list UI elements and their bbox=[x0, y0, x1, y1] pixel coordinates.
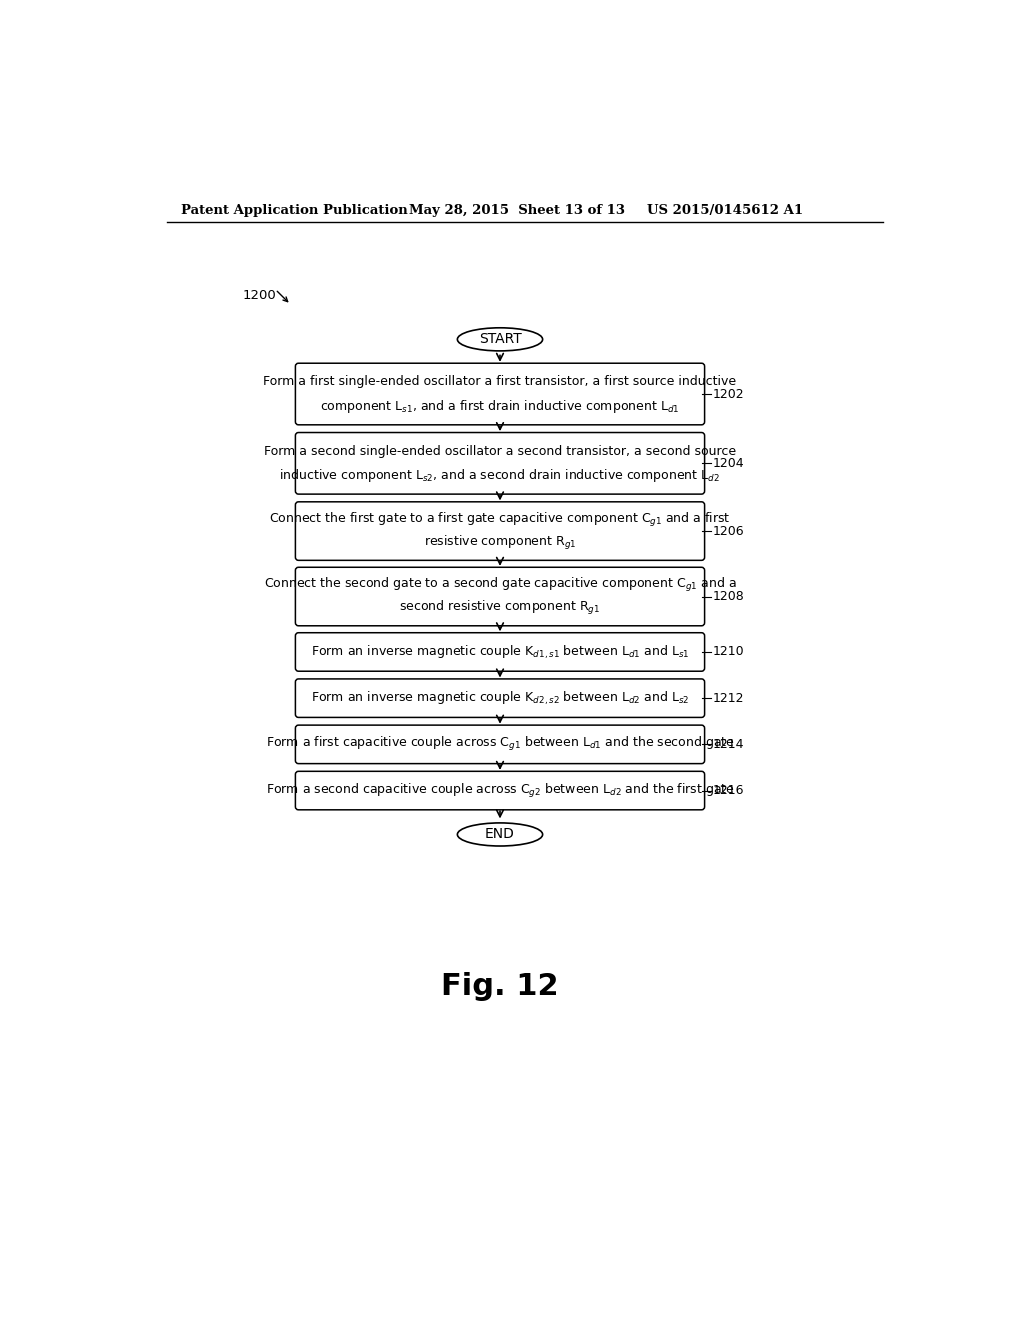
Text: component L$_{s1}$, and a first drain inductive component L$_{d1}$: component L$_{s1}$, and a first drain in… bbox=[321, 397, 680, 414]
Text: END: END bbox=[485, 828, 515, 841]
FancyBboxPatch shape bbox=[295, 568, 705, 626]
Text: resistive component R$_{g1}$: resistive component R$_{g1}$ bbox=[424, 533, 577, 552]
Text: 1200: 1200 bbox=[243, 289, 276, 302]
Text: Form an inverse magnetic couple K$_{d1,s1}$ between L$_{d1}$ and L$_{s1}$: Form an inverse magnetic couple K$_{d1,s… bbox=[311, 643, 689, 660]
Text: 1212: 1212 bbox=[713, 692, 743, 705]
Text: 1206: 1206 bbox=[713, 524, 744, 537]
Text: Fig. 12: Fig. 12 bbox=[441, 972, 559, 1001]
FancyBboxPatch shape bbox=[295, 632, 705, 671]
FancyBboxPatch shape bbox=[295, 678, 705, 718]
FancyBboxPatch shape bbox=[295, 433, 705, 494]
Text: Connect the second gate to a second gate capacitive component C$_{g1}$ and a: Connect the second gate to a second gate… bbox=[263, 576, 736, 594]
Text: START: START bbox=[478, 333, 521, 346]
Text: Form a second capacitive couple across C$_{g2}$ between L$_{d2}$ and the first g: Form a second capacitive couple across C… bbox=[265, 781, 734, 800]
Text: 1210: 1210 bbox=[713, 645, 744, 659]
FancyBboxPatch shape bbox=[295, 502, 705, 561]
FancyBboxPatch shape bbox=[295, 771, 705, 810]
Text: 1208: 1208 bbox=[713, 590, 744, 603]
Text: Connect the first gate to a first gate capacitive component C$_{g1}$ and a first: Connect the first gate to a first gate c… bbox=[269, 511, 731, 528]
Text: 1204: 1204 bbox=[713, 457, 744, 470]
Text: May 28, 2015  Sheet 13 of 13: May 28, 2015 Sheet 13 of 13 bbox=[409, 205, 625, 218]
Text: Form a second single-ended oscillator a second transistor, a second source: Form a second single-ended oscillator a … bbox=[264, 445, 736, 458]
Text: 1202: 1202 bbox=[713, 388, 744, 400]
FancyBboxPatch shape bbox=[295, 725, 705, 763]
FancyBboxPatch shape bbox=[295, 363, 705, 425]
Text: 1214: 1214 bbox=[713, 738, 743, 751]
Text: 1216: 1216 bbox=[713, 784, 743, 797]
Text: Form an inverse magnetic couple K$_{d2,s2}$ between L$_{d2}$ and L$_{s2}$: Form an inverse magnetic couple K$_{d2,s… bbox=[311, 689, 689, 706]
Text: second resistive component R$_{g1}$: second resistive component R$_{g1}$ bbox=[399, 599, 600, 616]
Text: Form a first capacitive couple across C$_{g1}$ between L$_{d1}$ and the second g: Form a first capacitive couple across C$… bbox=[265, 735, 734, 754]
Text: Form a first single-ended oscillator a first transistor, a first source inductiv: Form a first single-ended oscillator a f… bbox=[263, 375, 736, 388]
Text: inductive component L$_{s2}$, and a second drain inductive component L$_{d2}$: inductive component L$_{s2}$, and a seco… bbox=[280, 467, 721, 484]
Text: Patent Application Publication: Patent Application Publication bbox=[180, 205, 408, 218]
Ellipse shape bbox=[458, 327, 543, 351]
Ellipse shape bbox=[458, 822, 543, 846]
Text: US 2015/0145612 A1: US 2015/0145612 A1 bbox=[647, 205, 804, 218]
